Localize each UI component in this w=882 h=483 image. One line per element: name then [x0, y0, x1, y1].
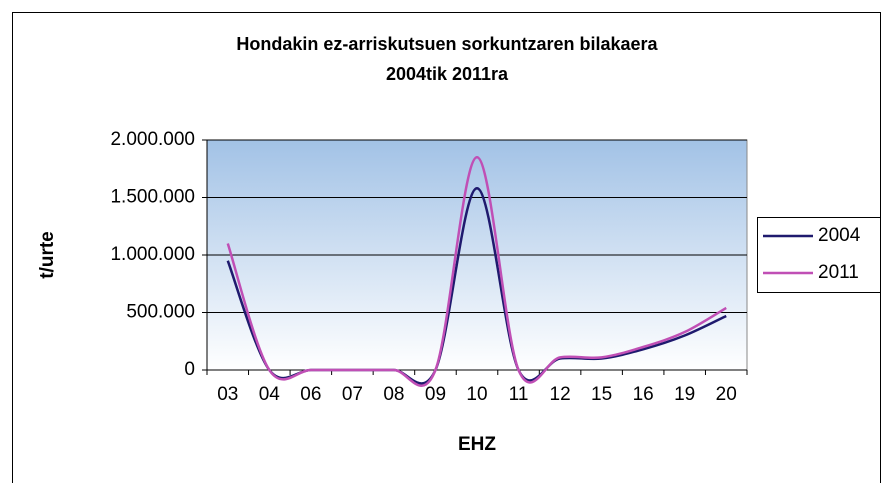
x-tick-label: 15 [591, 384, 612, 405]
x-tick-label: 04 [259, 384, 281, 405]
x-axis-label: EHZ [458, 434, 496, 455]
x-tick-label: 09 [425, 384, 446, 405]
y-tick-label: 2.000.000 [110, 129, 195, 150]
y-tick-label: 1.500.000 [110, 187, 195, 208]
y-tick-label: 0 [184, 359, 195, 380]
x-tick-label: 03 [217, 384, 238, 405]
x-tick-label: 20 [716, 384, 737, 405]
y-tick-label: 1.000.000 [110, 244, 195, 265]
x-tick-label: 07 [342, 384, 363, 405]
x-tick-label: 16 [633, 384, 654, 405]
series-line [226, 155, 727, 387]
x-tick-label: 12 [550, 384, 571, 405]
y-tick-label: 500.000 [126, 302, 195, 323]
x-tick-label: 11 [509, 384, 529, 405]
x-tick-label: 08 [383, 384, 404, 405]
chart-subtitle: 2004tik 2011ra [386, 64, 509, 84]
legend [757, 217, 881, 293]
legend-label: 2004 [818, 225, 861, 246]
x-tick-label: 06 [300, 384, 321, 405]
x-tick-label: 19 [674, 384, 695, 405]
chart-title: Hondakin ez-arriskutsuen sorkuntzaren bi… [236, 34, 658, 54]
y-axis-label: t/urte [37, 231, 58, 279]
x-tick-label: 10 [466, 384, 487, 405]
legend-label: 2011 [818, 262, 859, 283]
